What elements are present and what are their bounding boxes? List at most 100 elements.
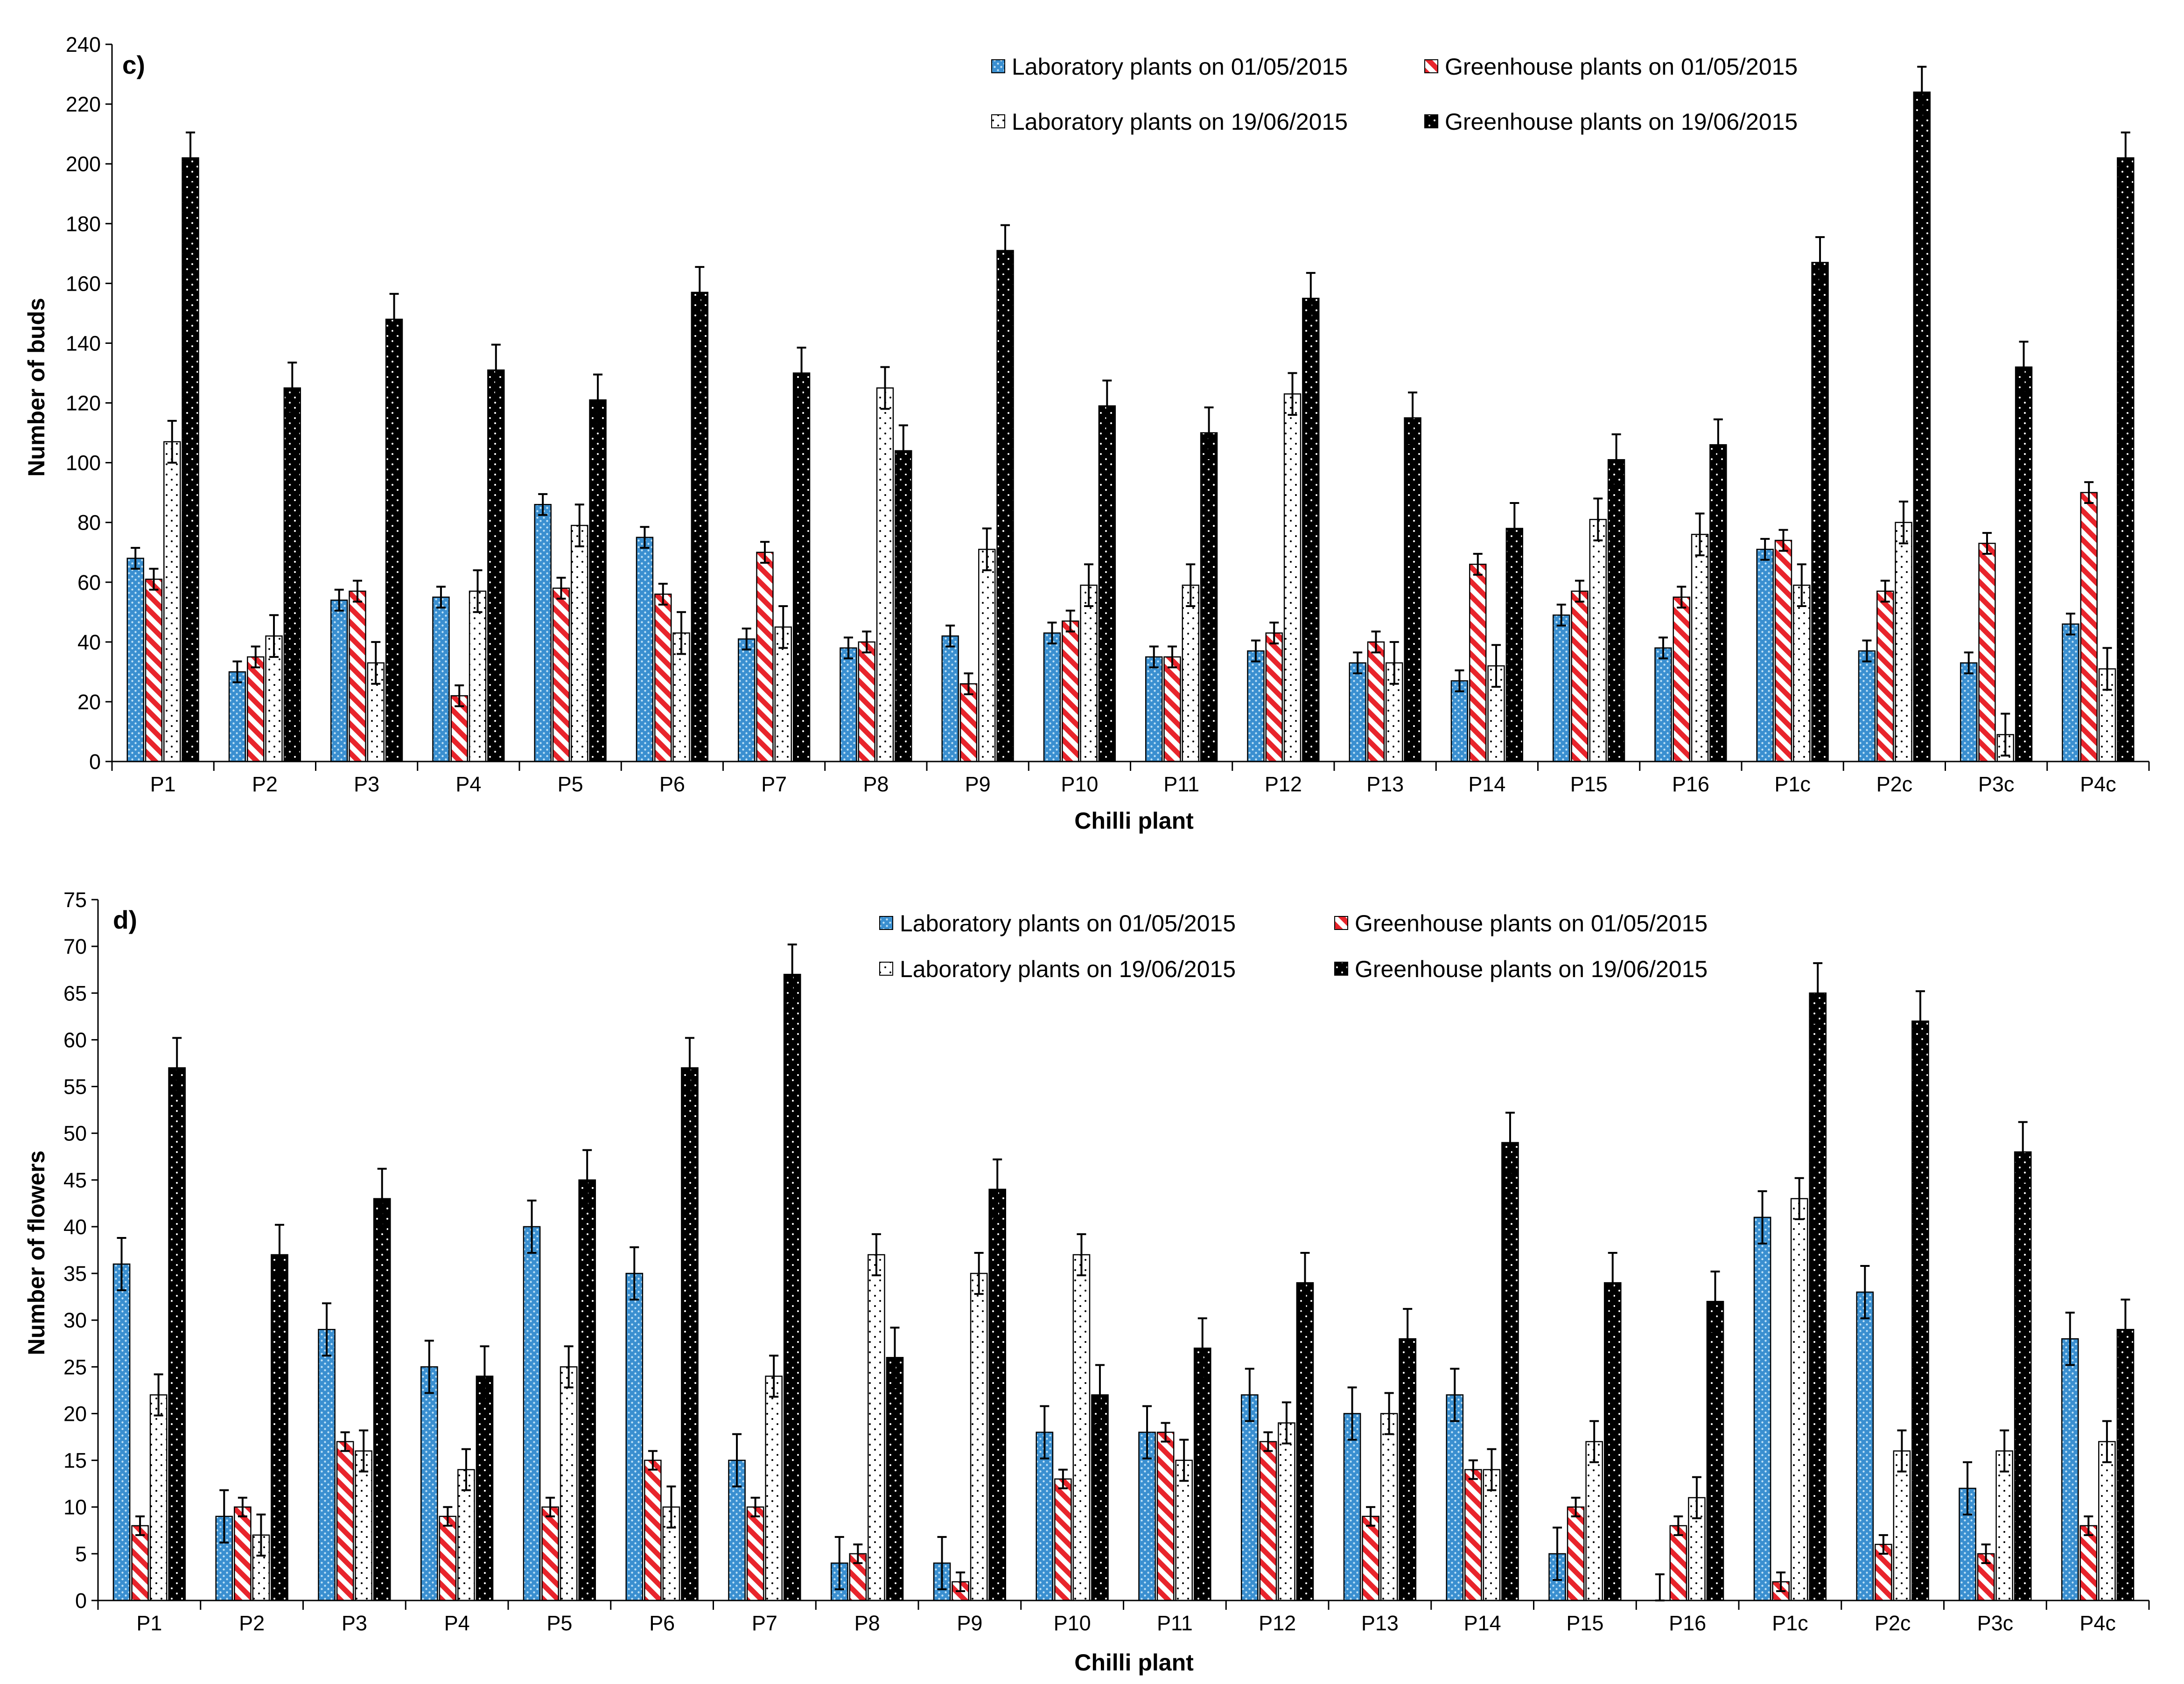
bar-lab_may [1960,662,1978,762]
bar-gh_may [1571,590,1589,762]
y-tick-label: 45 [63,1168,87,1192]
x-tick-label: P3 [342,1611,367,1635]
x-tick-label: P7 [752,1611,777,1635]
bar-gh_may [2080,492,2098,762]
x-tick-label: P13 [1361,1611,1399,1635]
panel-label: d) [113,905,137,934]
x-tick-label: P14 [1464,1611,1501,1635]
bar-gh_jun [2015,366,2033,762]
x-tick-label: P11 [1157,1611,1193,1635]
bar-lab_may [432,596,450,762]
y-tick-label: 220 [66,92,101,116]
x-tick-label: P3c [1977,1611,2014,1635]
x-tick-label: P2 [239,1611,265,1635]
bar-lab_may [1753,1216,1771,1601]
x-tick-label: P10 [1054,1611,1091,1635]
y-tick-label: 100 [66,451,101,475]
bar-gh_may [1469,564,1487,762]
legend-label: Laboratory plants on 19/06/2015 [1012,109,1348,135]
bar-gh_may [959,683,978,762]
bar-lab_jun [1691,534,1709,762]
x-tick-label: P4 [455,772,481,796]
bar-lab_jun [1793,584,1811,762]
bar-gh_jun [1811,262,1829,762]
bar-lab_jun [970,1272,988,1601]
y-tick-label: 15 [63,1449,87,1473]
bar-lab_may [330,599,348,762]
legend-entry-lab-may: Laboratory plants on 01/05/2015 [991,54,1348,80]
y-tick-label: 65 [63,981,87,1005]
bar-lab_may [126,558,144,762]
bar-gh_jun [1505,528,1524,762]
bar-gh_jun [1296,1282,1314,1601]
bar-gh_jun [182,157,199,762]
bar-gh_jun [1501,1142,1519,1601]
bar-lab_may [1240,1394,1259,1601]
bar-gh_jun [1193,1348,1211,1601]
x-tick-label: P13 [1366,772,1404,796]
legend: Laboratory plants on 01/05/2015 Greenhou… [991,54,1798,135]
x-tick-label: P2c [1876,772,1913,796]
bar-lab_jun [868,1254,885,1601]
bar-gh_may [746,1506,764,1601]
bar-lab_may [1138,1432,1156,1601]
bar-lab_jun [469,590,487,762]
bar-gh_jun [578,1179,596,1601]
x-tick-label: P2 [252,772,278,796]
bar-lab_may [1349,662,1366,762]
x-tick-label: P10 [1061,772,1098,796]
bar-gh_may [1367,641,1385,762]
bar-lab_may [625,1272,644,1601]
bar-gh_jun [1911,1020,1929,1601]
bar-gh_may [234,1506,252,1601]
bar-lab_jun [1380,1413,1398,1601]
x-tick-label: P6 [659,772,685,796]
bar-gh_jun [1709,444,1727,762]
x-tick-label: P14 [1468,772,1505,796]
y-tick-label: 20 [63,1402,87,1425]
y-tick-label: 40 [77,630,101,654]
legend-label: Greenhouse plants on 19/06/2015 [1355,956,1708,982]
legend-entry-lab-jun: Laboratory plants on 19/06/2015 [991,109,1348,135]
x-tick-label: P4c [2079,1611,2116,1635]
bar-gh_may [336,1441,354,1601]
y-tick-label: 35 [63,1262,87,1286]
bar-gh_may [1265,632,1283,762]
x-tick-label: P1c [1772,1611,1808,1635]
y-tick-label: 20 [77,690,101,714]
bar-gh_jun [1603,1282,1622,1601]
x-tick-label: P1c [1774,772,1811,796]
flowers-chart: d) Chilli plant Number of flowers Labora… [23,888,2150,1676]
legend: Laboratory plants on 01/05/2015 Greenhou… [879,910,1708,982]
bar-gh_jun [1913,91,1931,762]
bar-gh_jun [271,1254,288,1601]
bar-lab_jun [457,1469,475,1601]
bar-lab_may [1756,549,1774,762]
legend-entry-lab-jun: Laboratory plants on 19/06/2015 [879,956,1236,982]
bar-gh_may [1156,1432,1175,1601]
x-tick-label: P12 [1259,1611,1296,1635]
y-axis-title: Number of buds [23,298,49,476]
x-tick-label: P3 [354,772,379,796]
bar-gh_may [1567,1506,1585,1601]
bar-gh_may [439,1516,457,1601]
y-tick-label: 60 [63,1028,87,1052]
bar-lab_jun [163,441,181,762]
x-tick-label: P9 [957,1611,982,1635]
bar-lab_may [1654,647,1672,762]
x-tick-label: P5 [546,1611,572,1635]
y-tick-label: 180 [66,212,101,236]
bar-gh_jun [168,1067,186,1601]
y-tick-label: 120 [66,391,101,415]
bar-gh_jun [1098,405,1116,762]
x-tick-label: P6 [649,1611,675,1635]
bar-lab_may [1858,650,1876,762]
bar-gh_may [145,579,163,762]
x-tick-label: P15 [1566,1611,1603,1635]
y-tick-label: 240 [66,33,101,56]
bar-gh_may [1362,1516,1379,1601]
y-tick-label: 60 [77,571,101,594]
y-tick-label: 75 [63,888,87,912]
bar-gh_jun [476,1376,494,1601]
y-tick-label: 10 [63,1495,87,1519]
